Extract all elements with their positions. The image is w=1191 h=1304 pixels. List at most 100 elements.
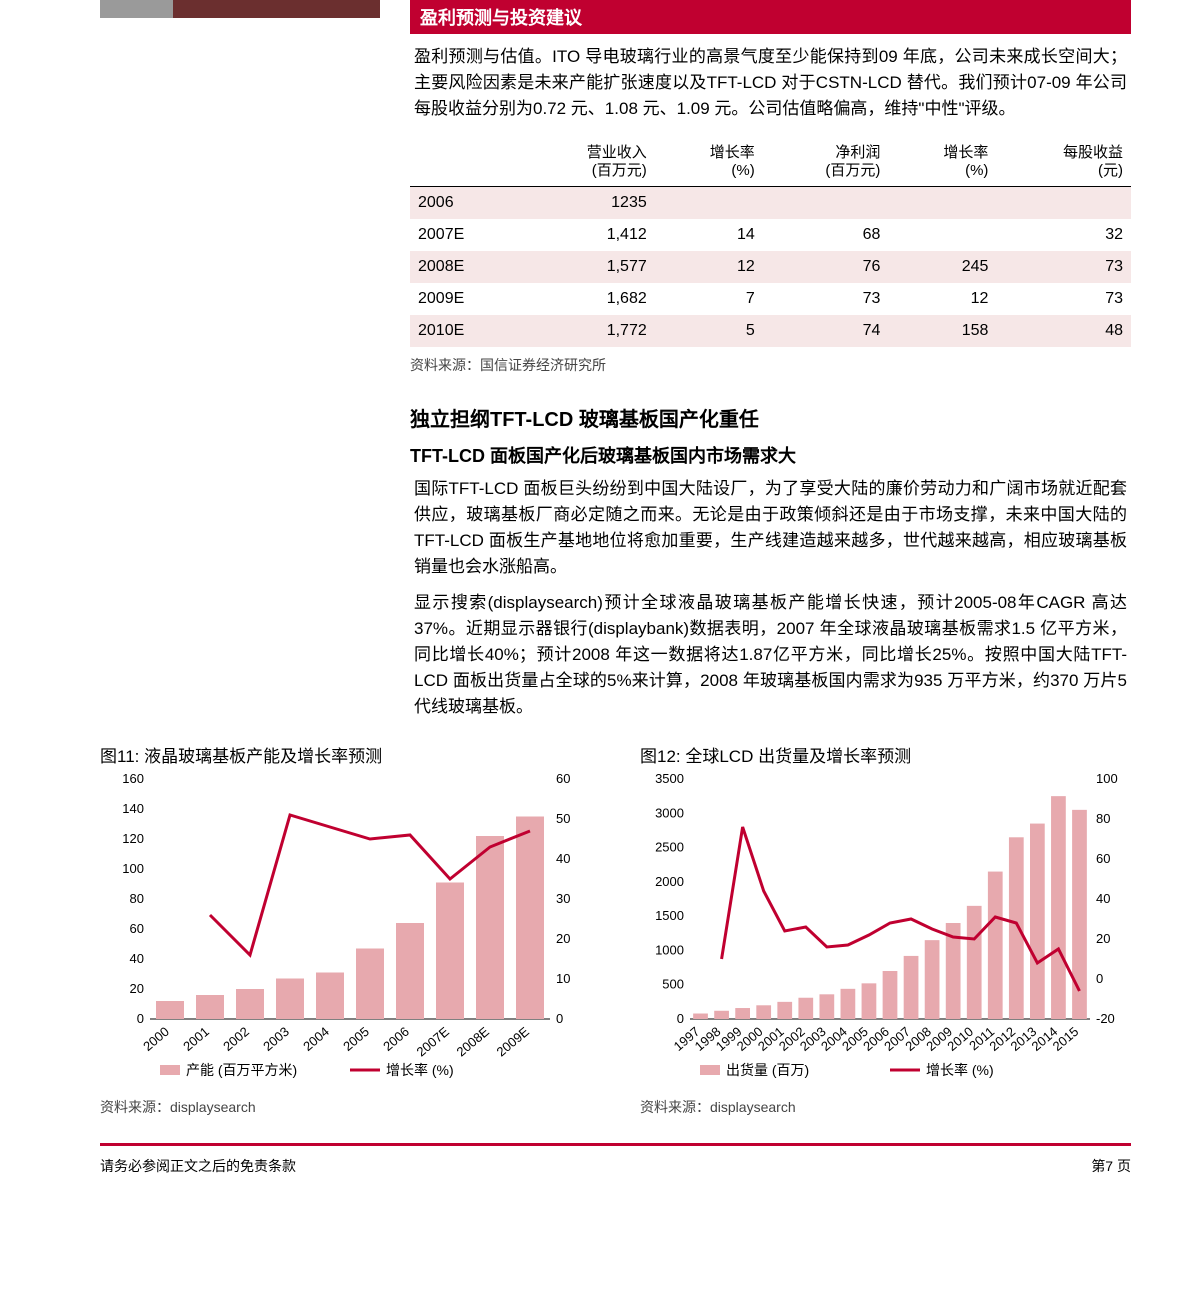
svg-text:2001: 2001 <box>180 1024 212 1054</box>
table-cell: 2008E <box>410 251 520 283</box>
table-cell: 14 <box>655 219 763 251</box>
svg-text:1000: 1000 <box>655 942 684 957</box>
stripe-dark <box>173 0 380 18</box>
svg-text:40: 40 <box>556 851 570 866</box>
table-cell: 74 <box>763 315 889 347</box>
section-title: 独立担纲TFT-LCD 玻璃基板国产化重任 <box>410 403 1131 432</box>
svg-text:2009E: 2009E <box>493 1024 532 1060</box>
table-cell <box>655 187 763 220</box>
table-row: 2007E1,4121468 32 <box>410 219 1131 251</box>
forecast-title-bar: 盈利预测与投资建议 <box>410 0 1131 34</box>
left-header-stripe <box>100 0 380 18</box>
table-cell <box>888 187 996 220</box>
table-header <box>410 138 520 187</box>
svg-text:产能 (百万平方米): 产能 (百万平方米) <box>186 1062 297 1078</box>
svg-text:20: 20 <box>556 931 570 946</box>
chart-right: 0 500 1000 1500 2000 2500 3000 3500 -20 0 20 40 60 80… <box>640 769 1140 1089</box>
table-row: 20061235 <box>410 187 1131 220</box>
svg-text:140: 140 <box>122 801 144 816</box>
svg-text:0: 0 <box>677 1011 684 1026</box>
svg-text:2002: 2002 <box>220 1024 252 1054</box>
table-cell: 48 <box>996 315 1131 347</box>
table-row: 2010E1,77257415848 <box>410 315 1131 347</box>
svg-text:增长率 (%): 增长率 (%) <box>926 1062 994 1078</box>
svg-text:3000: 3000 <box>655 805 684 820</box>
svg-text:120: 120 <box>122 831 144 846</box>
svg-text:100: 100 <box>1096 771 1118 786</box>
svg-text:40: 40 <box>1096 891 1110 906</box>
svg-text:10: 10 <box>556 971 570 986</box>
svg-text:60: 60 <box>556 771 570 786</box>
svg-text:160: 160 <box>122 771 144 786</box>
svg-text:增长率 (%): 增长率 (%) <box>386 1062 454 1078</box>
svg-text:50: 50 <box>556 811 570 826</box>
table-cell: 2006 <box>410 187 520 220</box>
chart-left: 0204060801001201401600102030405060200020… <box>100 769 600 1089</box>
table-cell: 1,772 <box>520 315 655 347</box>
table-cell: 2009E <box>410 283 520 315</box>
section-subtitle: TFT-LCD 面板国产化后玻璃基板国内市场需求大 <box>410 442 1131 468</box>
svg-text:80: 80 <box>130 891 144 906</box>
svg-text:2000: 2000 <box>655 874 684 889</box>
table-row: 2009E1,6827731273 <box>410 283 1131 315</box>
svg-text:500: 500 <box>662 977 684 992</box>
svg-text:1500: 1500 <box>655 908 684 923</box>
financial-table: 营业收入(百万元)增长率(%)净利润(百万元)增长率(%)每股收益(元) 200… <box>410 138 1131 347</box>
footer-left: 请务必参阅正文之后的免责条款 <box>100 1156 296 1176</box>
chart-left-title: 图11: 液晶玻璃基板产能及增长率预测 <box>100 742 600 767</box>
svg-text:60: 60 <box>1096 851 1110 866</box>
table-cell <box>888 219 996 251</box>
table-header: 每股收益(元) <box>996 138 1131 187</box>
table-cell: 2010E <box>410 315 520 347</box>
chart-right-source: 资料来源：displaysearch <box>640 1097 1140 1117</box>
table-header: 净利润(百万元) <box>763 138 889 187</box>
table-cell: 12 <box>888 283 996 315</box>
stripe-grey <box>100 0 173 18</box>
svg-text:出货量 (百万): 出货量 (百万) <box>726 1062 809 1078</box>
table-cell: 73 <box>996 283 1131 315</box>
svg-text:2003: 2003 <box>260 1024 292 1054</box>
table-cell: 73 <box>996 251 1131 283</box>
chart-right-title: 图12: 全球LCD 出货量及增长率预测 <box>640 742 1140 767</box>
svg-text:2008E: 2008E <box>453 1024 492 1060</box>
svg-text:-20: -20 <box>1096 1011 1115 1026</box>
footer-right: 第7 页 <box>1091 1156 1131 1176</box>
forecast-paragraph: 盈利预测与估值。ITO 导电玻璃行业的高景气度至少能保持到09 年底，公司未来成… <box>410 34 1131 132</box>
table-cell: 1,412 <box>520 219 655 251</box>
table-cell: 1235 <box>520 187 655 220</box>
table-cell: 32 <box>996 219 1131 251</box>
svg-text:2000: 2000 <box>140 1024 172 1054</box>
table-cell: 73 <box>763 283 889 315</box>
svg-text:80: 80 <box>1096 811 1110 826</box>
svg-text:2500: 2500 <box>655 840 684 855</box>
table-cell <box>763 187 889 220</box>
table-header: 营业收入(百万元) <box>520 138 655 187</box>
svg-text:40: 40 <box>130 951 144 966</box>
chart-left-source: 资料来源：displaysearch <box>100 1097 600 1117</box>
svg-text:2007E: 2007E <box>413 1024 452 1060</box>
table-cell: 68 <box>763 219 889 251</box>
svg-text:3500: 3500 <box>655 771 684 786</box>
table-cell: 12 <box>655 251 763 283</box>
table-cell: 1,577 <box>520 251 655 283</box>
svg-text:2005: 2005 <box>340 1024 372 1054</box>
table-header: 增长率(%) <box>888 138 996 187</box>
svg-text:2006: 2006 <box>380 1024 412 1054</box>
table-cell: 5 <box>655 315 763 347</box>
table-header: 增长率(%) <box>655 138 763 187</box>
svg-text:60: 60 <box>130 921 144 936</box>
table-cell: 245 <box>888 251 996 283</box>
section-para-1: 国际TFT-LCD 面板巨头纷纷到中国大陆设厂，为了享受大陆的廉价劳动力和广阔市… <box>410 476 1131 590</box>
svg-text:20: 20 <box>130 981 144 996</box>
svg-text:0: 0 <box>1096 971 1103 986</box>
section-para-2: 显示搜索(displaysearch)预计全球液晶玻璃基板产能增长快速，预计20… <box>410 590 1131 730</box>
svg-text:20: 20 <box>1096 931 1110 946</box>
table-cell: 7 <box>655 283 763 315</box>
svg-text:0: 0 <box>137 1011 144 1026</box>
table-source: 资料来源：国信证券经济研究所 <box>410 355 1131 375</box>
table-cell: 76 <box>763 251 889 283</box>
svg-text:0: 0 <box>556 1011 563 1026</box>
table-cell: 2007E <box>410 219 520 251</box>
table-cell <box>996 187 1131 220</box>
table-row: 2008E1,577127624573 <box>410 251 1131 283</box>
